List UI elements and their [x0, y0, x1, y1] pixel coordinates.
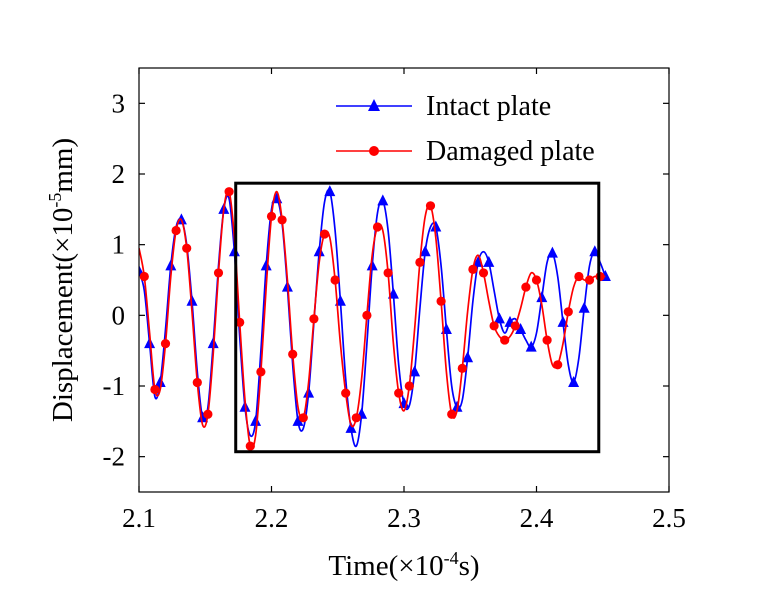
data-point-damaged: [510, 321, 520, 331]
legend: Intact plate Damaged plate: [336, 91, 595, 167]
data-point-damaged: [150, 384, 160, 395]
data-point-intact: [303, 386, 315, 398]
data-point-damaged: [160, 339, 171, 349]
data-point-damaged: [213, 268, 224, 278]
data-point-intact: [462, 351, 474, 363]
data-point-intact: [186, 294, 198, 306]
ticks-layer: 2.1 2.2 2.3 2.4 2.5 -2 -1 0 1 2 3: [103, 68, 686, 533]
data-point-damaged: [235, 317, 245, 327]
x-axis-title: Time(×10-4s): [328, 548, 479, 582]
data-point-intact: [377, 194, 389, 206]
data-point-intact: [536, 291, 548, 303]
data-point-damaged: [425, 201, 436, 211]
data-point-damaged: [394, 388, 404, 398]
data-point-damaged: [362, 310, 372, 320]
x-tick-label: 2.1: [122, 503, 156, 533]
data-point-intact: [250, 414, 262, 426]
data-point-damaged: [500, 335, 510, 345]
data-point-damaged: [521, 282, 531, 292]
data-point-intact: [493, 312, 505, 324]
data-point-damaged: [171, 225, 181, 236]
data-point-damaged: [182, 243, 192, 253]
data-point-intact: [260, 259, 272, 271]
data-point-damaged: [341, 388, 351, 398]
x-tick-label: 2.3: [387, 503, 421, 533]
data-point-damaged: [468, 264, 478, 274]
legend-marker-intact: [368, 99, 380, 111]
legend-label-intact: Intact plate: [426, 91, 551, 122]
data-point-intact: [197, 411, 209, 423]
data-point-intact: [154, 375, 166, 387]
data-point-damaged: [277, 215, 287, 225]
data-point-damaged: [224, 187, 234, 197]
y-tick-label: 2: [112, 159, 126, 189]
data-point-damaged: [330, 275, 340, 285]
data-point-damaged: [309, 314, 319, 324]
x-tick-label: 2.2: [255, 503, 289, 533]
data-point-damaged: [192, 377, 202, 388]
legend-marker-damaged: [369, 146, 379, 156]
data-point-damaged: [542, 335, 552, 345]
data-point-intact: [324, 185, 336, 197]
data-point-damaged: [447, 409, 457, 419]
data-point-intact: [313, 245, 325, 257]
data-point-damaged: [489, 321, 499, 331]
x-tick-label: 2.5: [652, 503, 686, 533]
data-point-damaged: [266, 211, 277, 221]
data-point-intact: [345, 421, 357, 433]
data-point-damaged: [351, 413, 361, 423]
data-point-intact: [419, 245, 431, 257]
data-point-intact: [292, 414, 304, 426]
y-tick-label: 0: [112, 300, 126, 330]
data-point-damaged: [245, 441, 255, 451]
data-point-damaged: [478, 268, 489, 278]
y-tick-label: -1: [103, 371, 126, 401]
legend-label-damaged: Damaged plate: [426, 136, 595, 167]
data-point-damaged: [256, 367, 266, 377]
data-point-damaged: [288, 349, 298, 359]
data-point-damaged: [457, 363, 467, 373]
data-point-damaged: [436, 296, 446, 306]
data-point-intact: [568, 375, 580, 387]
data-point-damaged: [203, 409, 213, 419]
data-point-damaged: [553, 360, 563, 370]
data-point-intact: [525, 340, 537, 352]
data-point-damaged: [584, 275, 595, 285]
data-point-damaged: [574, 271, 584, 282]
y-tick-label: -2: [103, 442, 126, 472]
data-point-damaged: [372, 222, 383, 232]
data-point-intact: [366, 259, 378, 271]
data-point-damaged: [404, 381, 414, 391]
y-axis-title: Displacement(×10-5mm): [45, 138, 79, 422]
data-point-intact: [546, 246, 558, 258]
data-point-damaged: [531, 275, 542, 285]
x-tick-label: 2.4: [520, 503, 554, 533]
data-point-intact: [578, 301, 590, 313]
series-layer: [139, 185, 611, 451]
y-tick-label: 1: [112, 230, 126, 260]
highlight-box: [234, 181, 601, 454]
data-point-intact: [409, 365, 421, 377]
data-point-damaged: [298, 413, 308, 423]
data-point-damaged: [563, 307, 573, 317]
data-point-damaged: [139, 271, 149, 282]
data-point-damaged: [383, 268, 393, 278]
data-point-intact: [483, 255, 495, 267]
y-tick-label: 3: [112, 88, 126, 118]
data-point-damaged: [319, 229, 330, 239]
data-point-intact: [430, 220, 442, 232]
data-point-damaged: [415, 257, 425, 267]
data-point-intact: [515, 322, 527, 334]
data-point-intact: [165, 259, 177, 271]
